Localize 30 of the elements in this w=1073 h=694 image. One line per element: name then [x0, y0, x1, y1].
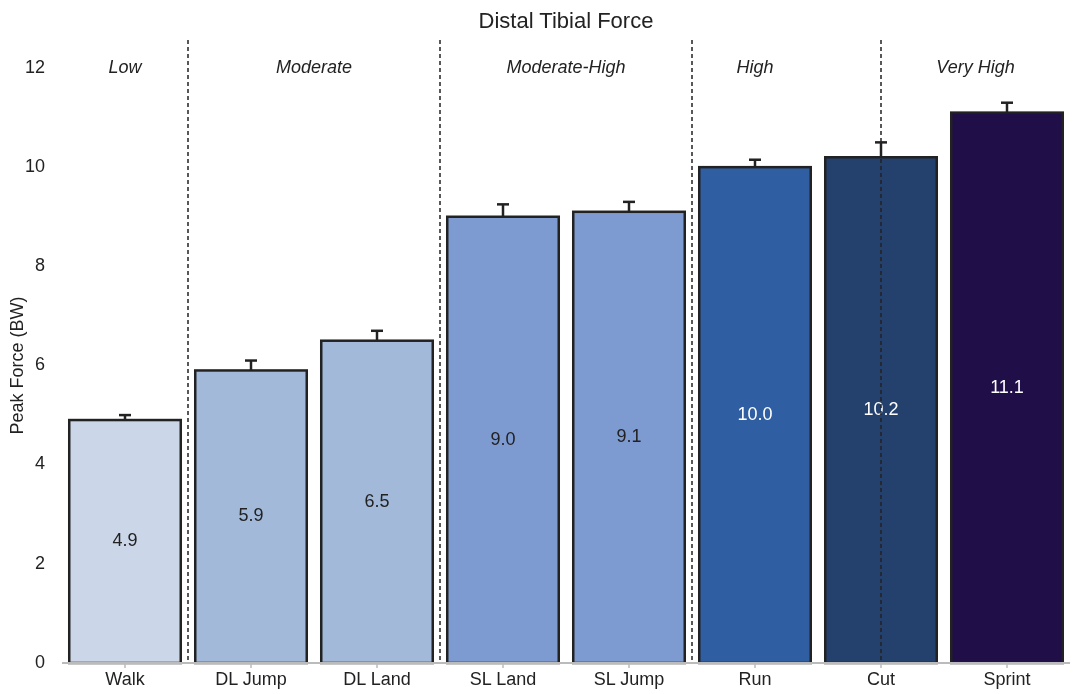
data-label: 9.1 — [616, 426, 642, 447]
x-tick-label: Run — [738, 669, 772, 689]
data-label: 6.5 — [364, 490, 390, 511]
y-tick-label: 12 — [24, 56, 45, 77]
data-label: 9.0 — [490, 428, 516, 449]
data-label: 4.9 — [112, 530, 138, 551]
data-label: 10.0 — [737, 403, 773, 424]
y-tick-label: 6 — [34, 354, 45, 375]
x-tick-label: DL Jump — [215, 669, 287, 689]
x-tick-label: SL Land — [469, 669, 537, 689]
y-axis-title: Peak Force (BW) — [7, 296, 27, 435]
x-tick-label: DL Land — [343, 669, 411, 689]
annotation: Low — [108, 56, 143, 77]
y-tick-label: 0 — [34, 651, 45, 672]
annotation: Very High — [936, 56, 1015, 77]
x-tick-label: SL Jump — [593, 669, 665, 689]
y-tick-label: 4 — [34, 453, 45, 474]
y-tick-label: 10 — [24, 155, 45, 176]
annotation: Moderate — [275, 56, 353, 77]
x-tick-label: Sprint — [983, 669, 1031, 689]
x-tick-label: Walk — [105, 669, 146, 689]
x-tick-label: Cut — [866, 669, 896, 689]
annotation: Moderate-High — [506, 56, 626, 77]
data-label: 10.2 — [863, 398, 899, 419]
chart-title: Distal Tibial Force — [478, 8, 654, 33]
y-tick-label: 2 — [34, 552, 45, 573]
annotation: High — [736, 56, 774, 77]
data-label: 5.9 — [238, 505, 264, 526]
y-tick-label: 8 — [34, 255, 45, 276]
data-label: 11.1 — [990, 376, 1024, 397]
